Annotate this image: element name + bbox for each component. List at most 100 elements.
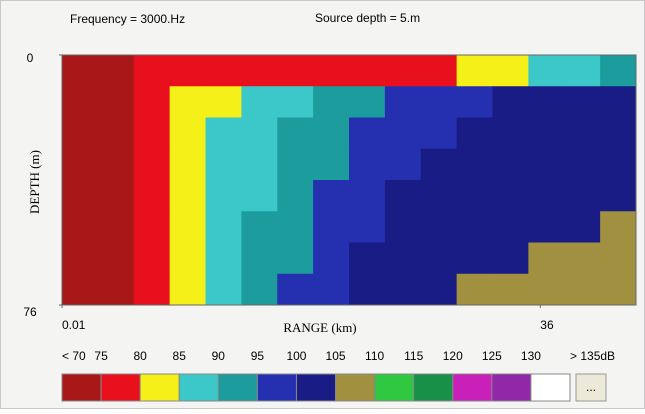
more-button[interactable] (575, 373, 607, 402)
heatmap-cell (97, 273, 135, 306)
color-scale: < 70 75 80 85 90 95 100 105 110 115 120 125 130 > 135… (61, 349, 615, 402)
color-swatch (139, 373, 180, 402)
color-scale-label: 90 (212, 349, 226, 363)
heatmap-cell (313, 242, 350, 275)
heatmap-cell (349, 86, 386, 118)
heatmap-cell (492, 55, 529, 87)
heatmap-cell (528, 86, 565, 118)
heatmap-cell (133, 242, 171, 275)
heatmap-cell (277, 242, 314, 275)
heatmap-cell (349, 148, 386, 181)
color-scale-label: < 70 (62, 349, 86, 363)
heatmap-cell (564, 148, 601, 181)
heatmap-cell (564, 180, 601, 212)
heatmap-cell (528, 117, 565, 150)
heatmap-cell (600, 273, 637, 306)
heatmap-cell (600, 55, 637, 87)
heatmap-cell (492, 211, 529, 243)
heatmap-cell (600, 148, 637, 181)
heatmap-cell (62, 180, 99, 212)
color-swatch (256, 373, 297, 402)
heatmap-cell (384, 242, 422, 275)
heatmap-cell (456, 55, 493, 87)
heatmap-cell (133, 180, 171, 212)
heatmap-cell (420, 148, 458, 181)
heatmap-cell (313, 180, 350, 212)
color-scale-label: 80 (133, 349, 147, 363)
heatmap-cell (97, 180, 135, 212)
heatmap-cell (133, 211, 171, 243)
heatmap-cell (420, 180, 458, 212)
heatmap-cell (97, 148, 135, 181)
heatmap-cell (313, 148, 350, 181)
heatmap-cell (169, 86, 206, 118)
color-scale-label: 100 (286, 349, 306, 363)
heatmap-cell (205, 55, 242, 87)
heatmap-cell (456, 148, 493, 181)
heatmap-cell (456, 117, 493, 150)
heatmap-cell (349, 117, 386, 150)
heatmap-cell (241, 86, 278, 118)
heatmap-cell (456, 211, 493, 243)
x-axis-label: RANGE (km) (283, 320, 356, 335)
color-swatch (61, 373, 102, 402)
heatmap-cell (62, 211, 99, 243)
heatmap-cell (600, 117, 637, 150)
heatmap-cell (205, 180, 242, 212)
heatmap-cell (528, 148, 565, 181)
x-tick-label: 36 (540, 318, 554, 332)
heatmap-cell (62, 86, 99, 118)
heatmap-cell (62, 148, 99, 181)
color-scale-label: 120 (443, 349, 463, 363)
heatmap-cell (241, 180, 278, 212)
heatmap-cell (384, 211, 422, 243)
heatmap-cell (349, 273, 386, 306)
heatmap-cell (564, 117, 601, 150)
heatmap-cell (241, 117, 278, 150)
heatmap-cell (277, 273, 314, 306)
heatmap (62, 55, 637, 306)
heatmap-cell (277, 86, 314, 118)
heatmap-cell (384, 180, 422, 212)
heatmap-cell (420, 117, 458, 150)
color-swatch (295, 373, 337, 402)
heatmap-cell (528, 273, 565, 306)
y-tick-label: 0 (27, 51, 34, 65)
heatmap-cell (492, 117, 529, 150)
heatmap-cell (564, 242, 601, 275)
heatmap-cell (277, 117, 314, 150)
color-swatch (217, 373, 258, 402)
heatmap-cell (313, 273, 350, 306)
heatmap-cell (133, 273, 171, 306)
heatmap-cell (600, 242, 637, 275)
heatmap-cell (313, 117, 350, 150)
heatmap-cell (241, 148, 278, 181)
heatmap-cell (420, 211, 458, 243)
heatmap-cell (241, 211, 278, 243)
heatmap-cell (133, 55, 171, 87)
heatmap-cell (456, 273, 493, 306)
heatmap-cell (492, 148, 529, 181)
heatmap-cell (169, 55, 206, 87)
heatmap-cell (62, 273, 99, 306)
heatmap-cell (456, 242, 493, 275)
heatmap-cell (62, 55, 99, 87)
heatmap-cell (277, 148, 314, 181)
heatmap-cell (169, 273, 206, 306)
color-scale-label: 105 (326, 349, 346, 363)
heatmap-cell (133, 148, 171, 181)
heatmap-cell (133, 117, 171, 150)
color-swatch (452, 373, 493, 402)
heatmap-cell (169, 242, 206, 275)
heatmap-cell (241, 273, 278, 306)
heatmap-cell (600, 211, 637, 243)
heatmap-cell (492, 86, 529, 118)
heatmap-cell (169, 180, 206, 212)
more-button-label[interactable]: ... (586, 380, 596, 394)
color-swatch (335, 373, 376, 402)
color-scale-label: 115 (404, 349, 423, 363)
heatmap-cell (349, 55, 386, 87)
color-swatch (491, 373, 532, 402)
heatmap-cell (241, 55, 278, 87)
